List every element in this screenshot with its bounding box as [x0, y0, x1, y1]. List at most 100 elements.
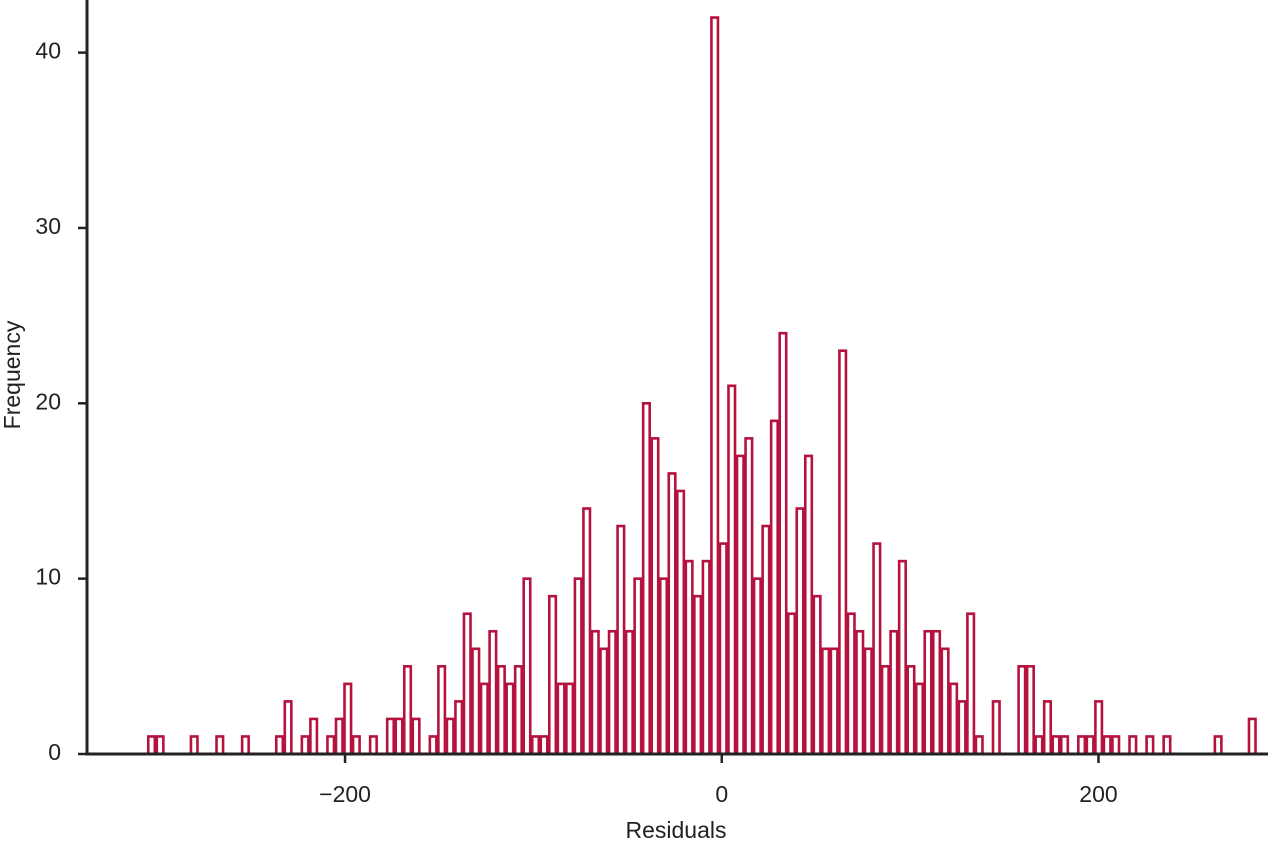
bar: [650, 437, 660, 756]
bar: [1145, 735, 1155, 756]
bar: [1059, 735, 1070, 756]
bar: [1085, 735, 1095, 756]
x-tick-label: 200: [1079, 781, 1117, 807]
bar: [445, 717, 455, 756]
bar: [795, 507, 805, 756]
bar: [931, 629, 942, 756]
bar: [735, 454, 745, 756]
bar: [923, 629, 933, 756]
bar: [300, 735, 310, 756]
bar: [582, 507, 592, 756]
bar: [940, 647, 950, 756]
bar: [1213, 735, 1223, 756]
y-tick-label: 10: [35, 564, 61, 590]
bar: [1111, 735, 1121, 756]
bar: [1102, 735, 1112, 756]
bar: [146, 735, 157, 756]
bar: [590, 629, 600, 756]
y-axis-label: Frequency: [0, 320, 25, 429]
bar: [274, 735, 285, 756]
bar: [744, 437, 754, 756]
y-tick-label: 0: [48, 739, 61, 765]
bar: [1162, 735, 1172, 756]
y-tick-label: 20: [35, 388, 61, 414]
bar: [326, 735, 336, 756]
bar: [240, 735, 250, 756]
bar: [693, 594, 703, 756]
bar: [155, 735, 165, 756]
y-tick-label: 40: [35, 38, 61, 64]
bar: [752, 577, 762, 756]
bar: [530, 735, 541, 756]
bar: [761, 524, 771, 756]
bar: [368, 735, 378, 756]
bar: [539, 735, 549, 756]
bar: [283, 700, 293, 756]
bar: [624, 629, 634, 756]
x-tick-label: 0: [715, 781, 728, 807]
bar: [1247, 717, 1257, 756]
bar: [684, 559, 694, 756]
bar: [454, 700, 464, 756]
bar: [1017, 665, 1027, 756]
bar: [1094, 700, 1104, 756]
y-tick-label: 30: [35, 213, 61, 239]
bar: [897, 559, 907, 756]
bar: [658, 577, 669, 756]
bar: [573, 577, 583, 756]
bar: [565, 682, 575, 756]
bar: [710, 16, 720, 756]
bar: [334, 717, 344, 756]
bar: [471, 647, 481, 756]
bar: [599, 647, 609, 756]
bar: [462, 612, 472, 756]
bar: [914, 682, 925, 756]
bar: [488, 629, 498, 756]
bar: [343, 682, 353, 756]
bar: [812, 594, 822, 756]
bar: [786, 612, 797, 756]
bar: [846, 612, 856, 756]
bar: [974, 735, 984, 756]
bar: [675, 489, 686, 756]
bar: [803, 454, 814, 756]
bar: [633, 577, 643, 756]
bar: [607, 629, 617, 756]
bar: [889, 629, 899, 756]
bar: [957, 700, 967, 756]
bar: [437, 665, 447, 756]
bar: [1025, 665, 1035, 756]
bar: [1077, 735, 1087, 756]
bar: [667, 472, 677, 756]
bar: [556, 682, 566, 756]
bar: [402, 665, 413, 756]
bar: [1034, 735, 1044, 756]
bar: [727, 384, 737, 756]
bar: [411, 717, 421, 756]
bar: [769, 419, 779, 756]
bar: [548, 594, 558, 756]
bar: [821, 647, 831, 756]
bar: [718, 542, 728, 756]
bar: [949, 682, 959, 756]
bar: [863, 647, 873, 756]
bar: [496, 665, 506, 756]
bar: [215, 735, 225, 756]
bar: [701, 559, 711, 756]
bar: [505, 682, 515, 756]
bar: [189, 735, 199, 756]
bar: [428, 735, 438, 756]
bar: [385, 717, 396, 756]
bar: [906, 665, 916, 756]
bar: [880, 665, 890, 756]
bar: [872, 542, 882, 756]
bar: [1042, 700, 1053, 756]
bar: [616, 524, 626, 756]
x-axis-label: Residuals: [626, 817, 727, 843]
bar: [1051, 735, 1061, 756]
bar: [1128, 735, 1138, 756]
bar: [513, 665, 524, 756]
bar: [778, 331, 788, 756]
bar: [351, 735, 361, 756]
